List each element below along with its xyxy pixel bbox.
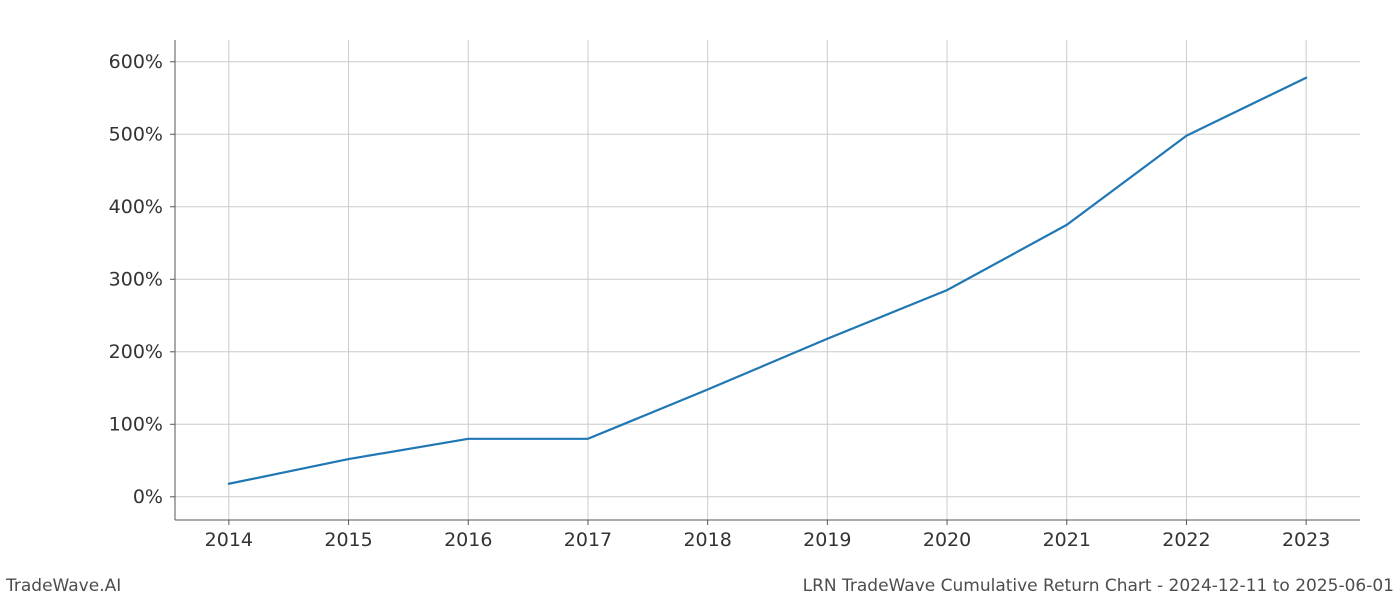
- x-tick-label: 2022: [1162, 529, 1210, 551]
- x-tick-label: 2020: [923, 529, 971, 551]
- x-tick-label: 2014: [205, 529, 253, 551]
- y-tick-label: 100%: [109, 413, 163, 435]
- x-tick-label: 2021: [1043, 529, 1091, 551]
- x-tick-label: 2015: [324, 529, 372, 551]
- y-tick-label: 0%: [133, 486, 163, 508]
- y-tick-label: 200%: [109, 341, 163, 363]
- footer-caption: LRN TradeWave Cumulative Return Chart - …: [803, 576, 1394, 596]
- x-tick-label: 2019: [803, 529, 851, 551]
- x-tick-label: 2017: [564, 529, 612, 551]
- line-chart: 2014 2015 2016 2017 2018 2019 2020 2021 2022 2023…: [0, 0, 1400, 600]
- footer-brand: TradeWave.AI: [6, 576, 121, 596]
- x-tick-label: 2023: [1282, 529, 1330, 551]
- y-tick-label: 500%: [109, 123, 163, 145]
- chart-container: 2014 2015 2016 2017 2018 2019 2020 2021 2022 2023…: [0, 0, 1400, 600]
- x-tick-label: 2018: [683, 529, 731, 551]
- y-tick-label: 400%: [109, 196, 163, 218]
- y-tick-label: 300%: [109, 268, 163, 290]
- y-tick-label: 600%: [109, 51, 163, 73]
- x-tick-label: 2016: [444, 529, 492, 551]
